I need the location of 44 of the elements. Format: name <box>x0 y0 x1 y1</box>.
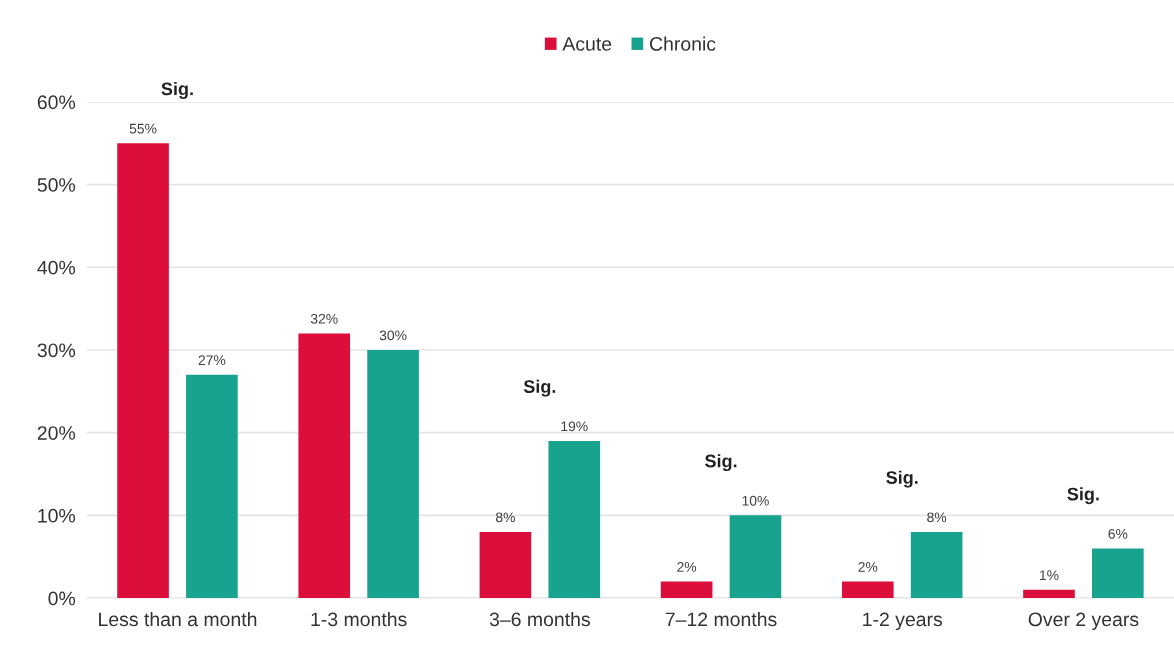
bar <box>729 515 782 599</box>
x-tick-label: 3–6 months <box>489 611 590 627</box>
annotation: Sig. <box>705 454 737 472</box>
data-label: 27% <box>198 355 226 366</box>
y-tick-label: 20% <box>37 426 76 440</box>
x-tick-label: Less than a month <box>99 611 257 627</box>
legend-label: Acute <box>562 37 612 51</box>
bar <box>479 531 532 599</box>
y-tick-label: 30% <box>37 343 76 358</box>
data-label: 32% <box>310 313 338 324</box>
bar <box>117 143 169 599</box>
x-tick-label: 7–12 months <box>665 611 777 627</box>
bar <box>660 581 713 599</box>
annotation: Sig. <box>1067 487 1099 505</box>
data-label: 2% <box>858 562 878 572</box>
x-tick-label: 1-2 years <box>863 612 943 631</box>
bar <box>910 531 963 599</box>
bar <box>298 333 351 599</box>
y-tick-label: 0% <box>48 591 76 606</box>
data-label: 2% <box>677 562 697 572</box>
bar <box>841 581 894 599</box>
bar <box>367 349 419 599</box>
y-tick-label: 10% <box>38 508 76 523</box>
bar <box>186 374 238 599</box>
y-tick-label: 50% <box>37 178 76 192</box>
bar <box>1023 589 1075 599</box>
data-label: 1% <box>1040 570 1059 581</box>
text: Sig. <box>161 82 193 99</box>
data-label: 55% <box>129 123 157 134</box>
data-label: 19% <box>561 421 588 432</box>
data-label: 6% <box>1108 528 1128 539</box>
bar <box>548 440 601 599</box>
data-label: 30% <box>379 330 407 341</box>
x-tick-label: 1-3 months <box>311 611 407 627</box>
bar <box>1092 548 1144 599</box>
annotation: Sig. <box>523 379 556 397</box>
x-tick-label: Over 2 years <box>1028 612 1139 631</box>
data-label: 8% <box>495 512 515 523</box>
legend-label: Chronic <box>650 36 716 51</box>
annotation: Sig. <box>886 470 918 488</box>
y-tick-label: 40% <box>37 260 76 275</box>
y-tick-label: 60% <box>37 95 76 110</box>
data-label: 8% <box>927 512 947 523</box>
data-label: 10% <box>742 495 769 506</box>
